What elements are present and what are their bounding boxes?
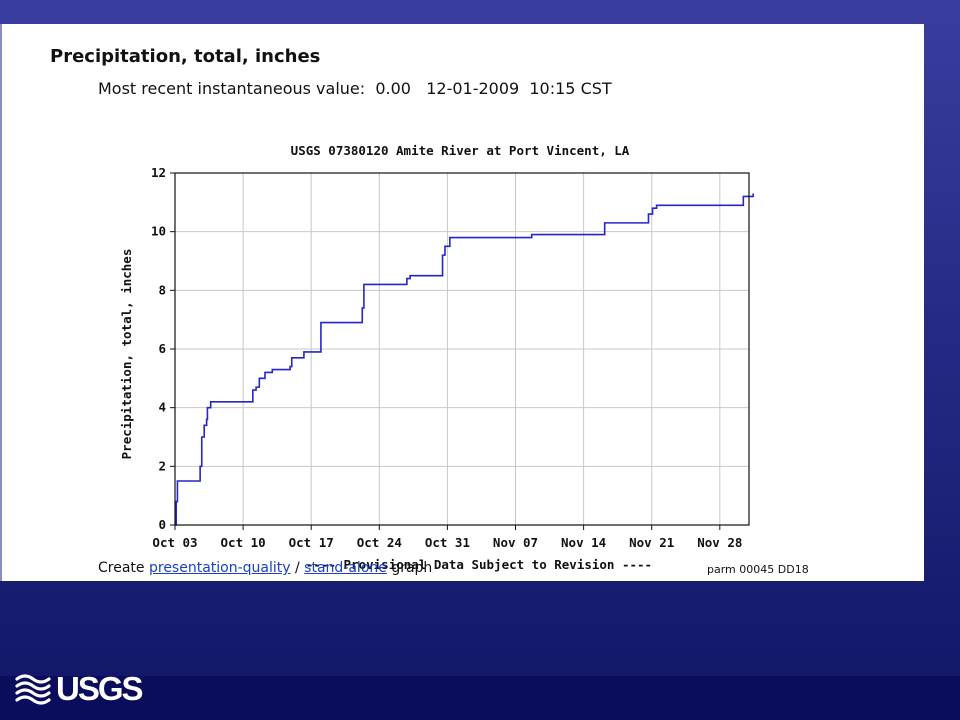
x-tick-label: Oct 17: [289, 535, 334, 550]
x-tick-label: Nov 21: [629, 535, 674, 550]
parameter-code: parm 00045 DD18: [707, 563, 809, 576]
create-label: Create: [98, 560, 145, 576]
precipitation-series-line: [175, 193, 754, 526]
graph-label: graph: [391, 560, 433, 576]
y-tick-label: 0: [158, 517, 166, 532]
link-separator: /: [295, 560, 300, 576]
recent-date: 12-01-2009: [426, 79, 520, 98]
x-tick-label: Oct 31: [425, 535, 470, 550]
recent-value: 0.00: [375, 79, 411, 98]
y-tick-label: 12: [151, 165, 166, 180]
y-tick-label: 4: [158, 400, 166, 415]
y-axis-ticks: 0 2 4 6 8 10 12: [151, 165, 175, 532]
grid-lines: [174, 172, 749, 526]
footer-band: [0, 676, 960, 720]
x-tick-label: Oct 03: [152, 535, 197, 550]
graph-panel: Precipitation, total, inches Most recent…: [0, 24, 924, 581]
recent-value-label: Most recent instantaneous value:: [98, 79, 366, 98]
usgs-logo: USGS: [14, 669, 144, 709]
x-axis-ticks: Oct 03 Oct 10 Oct 17 Oct 24 Oct 31 Nov 07 Nov …: [152, 525, 742, 550]
y-tick-label: 8: [158, 282, 166, 297]
usgs-logo-text: USGS: [56, 670, 144, 707]
create-graph-footer: Create presentation-quality / stand-alon…: [98, 560, 432, 576]
presentation-quality-link[interactable]: presentation-quality: [148, 560, 291, 576]
y-axis-label: Precipitation, total, inches: [119, 249, 134, 460]
x-tick-label: Oct 10: [221, 535, 266, 550]
x-tick-label: Nov 07: [493, 535, 538, 550]
parameter-title: Precipitation, total, inches: [50, 46, 321, 67]
stand-alone-link[interactable]: stand-alone: [304, 560, 387, 576]
plot-frame: [174, 172, 750, 526]
x-tick-label: Nov 14: [561, 535, 606, 550]
most-recent-value: Most recent instantaneous value: 0.00 12…: [98, 79, 612, 98]
y-tick-label: 10: [151, 224, 166, 239]
chart-title: USGS 07380120 Amite River at Port Vincen…: [291, 143, 630, 158]
x-tick-label: Oct 24: [357, 535, 402, 550]
y-tick-label: 2: [158, 458, 166, 473]
precipitation-chart: USGS 07380120 Amite River at Port Vincen…: [119, 143, 754, 572]
usgs-wave-icon: [15, 674, 51, 705]
x-tick-label: Nov 28: [697, 535, 742, 550]
provisional-note: ---- Provisional Data Subject to Revisio…: [306, 557, 652, 572]
recent-time: 10:15 CST: [529, 79, 612, 98]
y-tick-label: 6: [158, 341, 166, 356]
